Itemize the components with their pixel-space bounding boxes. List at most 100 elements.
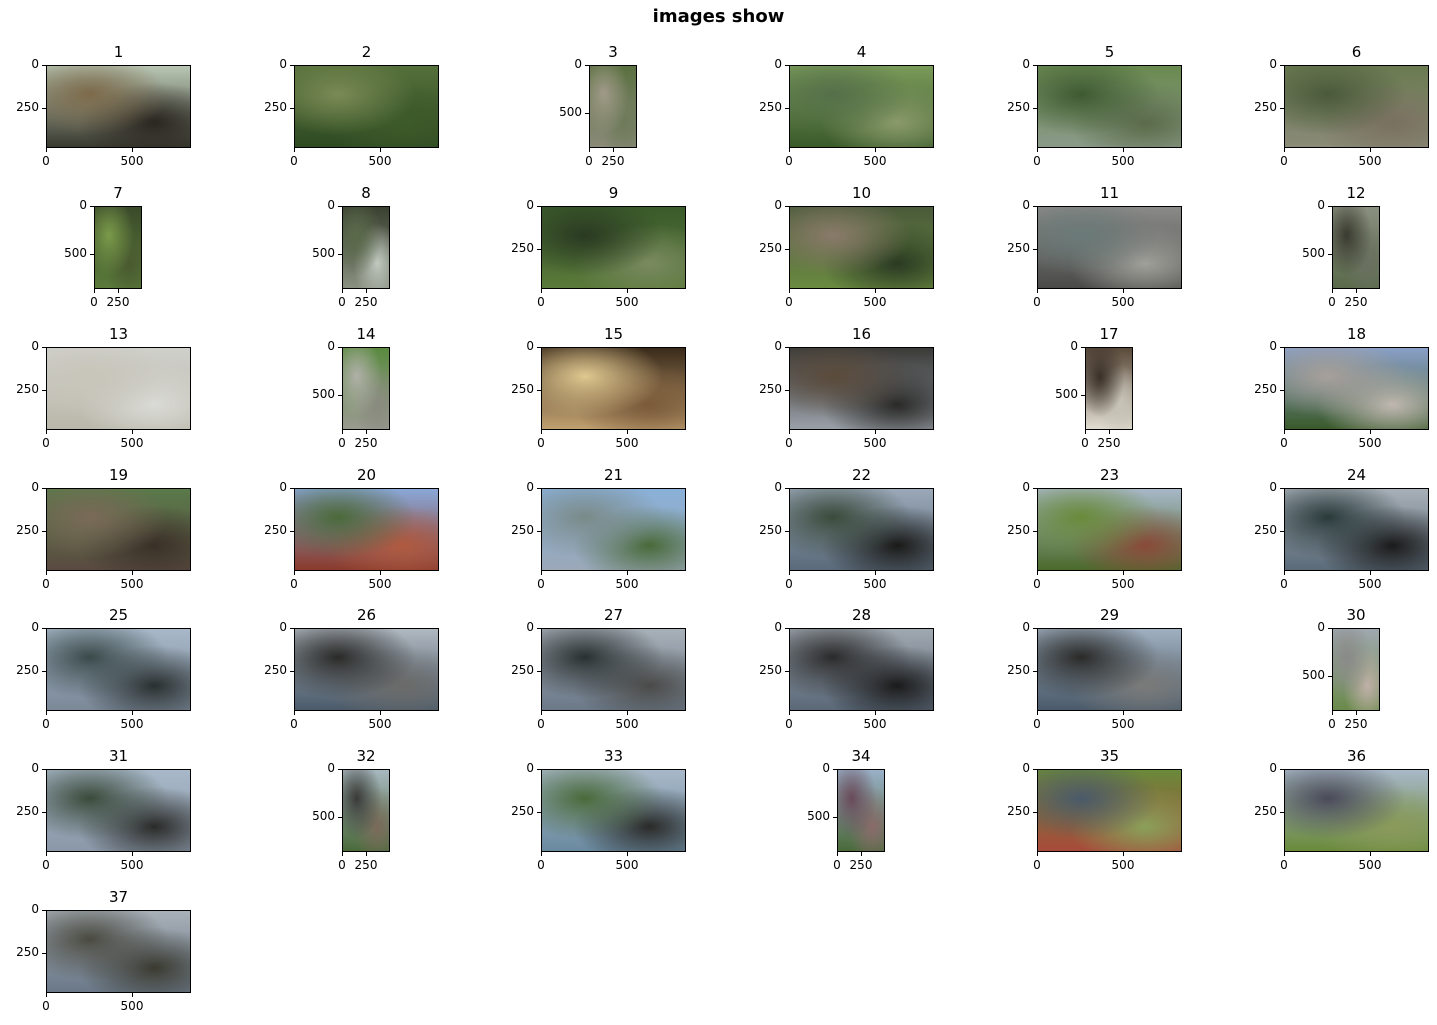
y-tick-mark [42,671,46,672]
x-tick-label: 250 [354,436,378,450]
panel-title: 7 [113,184,123,202]
x-tick-label: 500 [120,858,144,872]
y-tick-label: 250 [511,663,534,677]
x-tick-label: 0 [1033,717,1041,731]
x-tick-mark [1123,711,1124,715]
panel-title: 4 [856,43,867,61]
x-tick-label: 0 [1280,154,1288,168]
photo-placeholder [1038,207,1181,288]
y-tick-label: 250 [511,804,534,818]
y-tick-mark [537,531,541,532]
panel-title: 21 [603,466,624,484]
panel-title: 34 [851,747,871,765]
panel-title: 29 [1099,606,1120,624]
x-tick-mark [1123,852,1124,856]
figure-title: images show [652,6,785,27]
y-tick-mark [537,347,541,348]
panel-title: 30 [1346,606,1366,624]
image-thumbnail [342,769,390,852]
y-tick-mark [785,249,789,250]
y-tick-mark [42,953,46,954]
x-tick-label: 0 [1033,577,1041,591]
y-tick-label: 250 [1254,523,1277,537]
y-tick-label: 250 [1007,804,1030,818]
y-tick-mark [1081,347,1085,348]
x-tick-label: 0 [1033,858,1041,872]
panel-title: 27 [603,606,624,624]
image-thumbnail [1332,628,1380,711]
y-tick-mark [90,206,94,207]
panel-title: 37 [108,888,129,906]
image-thumbnail [541,628,686,711]
x-tick-label: 0 [785,154,793,168]
y-tick-mark [338,254,342,255]
y-tick-label: 250 [1007,241,1030,255]
y-tick-mark [1033,488,1037,489]
y-tick-label: 250 [264,523,287,537]
x-tick-label: 250 [106,295,130,309]
x-tick-label: 500 [1358,577,1382,591]
image-thumbnail [294,628,439,711]
y-tick-mark [338,206,342,207]
y-tick-label: 0 [1022,620,1030,634]
image-thumbnail [837,769,885,852]
y-tick-label: 0 [526,620,534,634]
y-tick-label: 0 [1022,57,1030,71]
y-tick-label: 0 [1317,198,1325,212]
y-tick-mark [290,65,294,66]
x-tick-label: 250 [354,858,378,872]
y-tick-label: 0 [526,480,534,494]
x-tick-mark [627,289,628,293]
x-tick-label: 0 [42,154,50,168]
y-tick-label: 250 [16,945,39,959]
y-tick-label: 0 [31,761,39,775]
y-tick-mark [785,206,789,207]
x-tick-label: 0 [42,858,50,872]
image-thumbnail [1085,347,1133,430]
x-tick-mark [1356,289,1357,293]
x-tick-mark [1123,571,1124,575]
x-tick-mark [1284,430,1285,434]
y-tick-mark [785,531,789,532]
y-tick-mark [1033,769,1037,770]
y-tick-mark [537,390,541,391]
y-tick-mark [537,812,541,813]
image-thumbnail [46,65,191,148]
image-thumbnail [1037,488,1182,571]
photo-placeholder [542,770,685,851]
x-tick-mark [342,852,343,856]
x-tick-mark [1037,289,1038,293]
image-thumbnail [789,628,934,711]
photo-placeholder [295,629,438,710]
image-thumbnail [46,628,191,711]
y-tick-mark [290,488,294,489]
y-tick-mark [1033,812,1037,813]
x-tick-mark [366,852,367,856]
photo-placeholder [542,348,685,429]
panel-title: 32 [356,747,376,765]
x-tick-label: 0 [338,295,346,309]
y-tick-mark [1033,671,1037,672]
y-tick-mark [42,910,46,911]
y-tick-label: 500 [807,809,830,823]
x-tick-mark [380,148,381,152]
y-tick-label: 0 [1022,761,1030,775]
x-tick-label: 0 [42,999,50,1013]
photo-placeholder [1285,66,1428,147]
photo-placeholder [790,348,933,429]
y-tick-mark [42,488,46,489]
y-tick-label: 250 [1007,100,1030,114]
x-tick-mark [1037,711,1038,715]
x-tick-label: 500 [863,295,887,309]
y-tick-mark [338,395,342,396]
x-tick-mark [46,430,47,434]
photo-placeholder [1086,348,1132,429]
x-tick-mark [294,148,295,152]
photo-placeholder [790,629,933,710]
x-tick-mark [342,289,343,293]
x-tick-label: 0 [1328,295,1336,309]
y-tick-mark [1280,108,1284,109]
x-tick-mark [366,289,367,293]
x-tick-mark [541,571,542,575]
photo-placeholder [1285,489,1428,570]
